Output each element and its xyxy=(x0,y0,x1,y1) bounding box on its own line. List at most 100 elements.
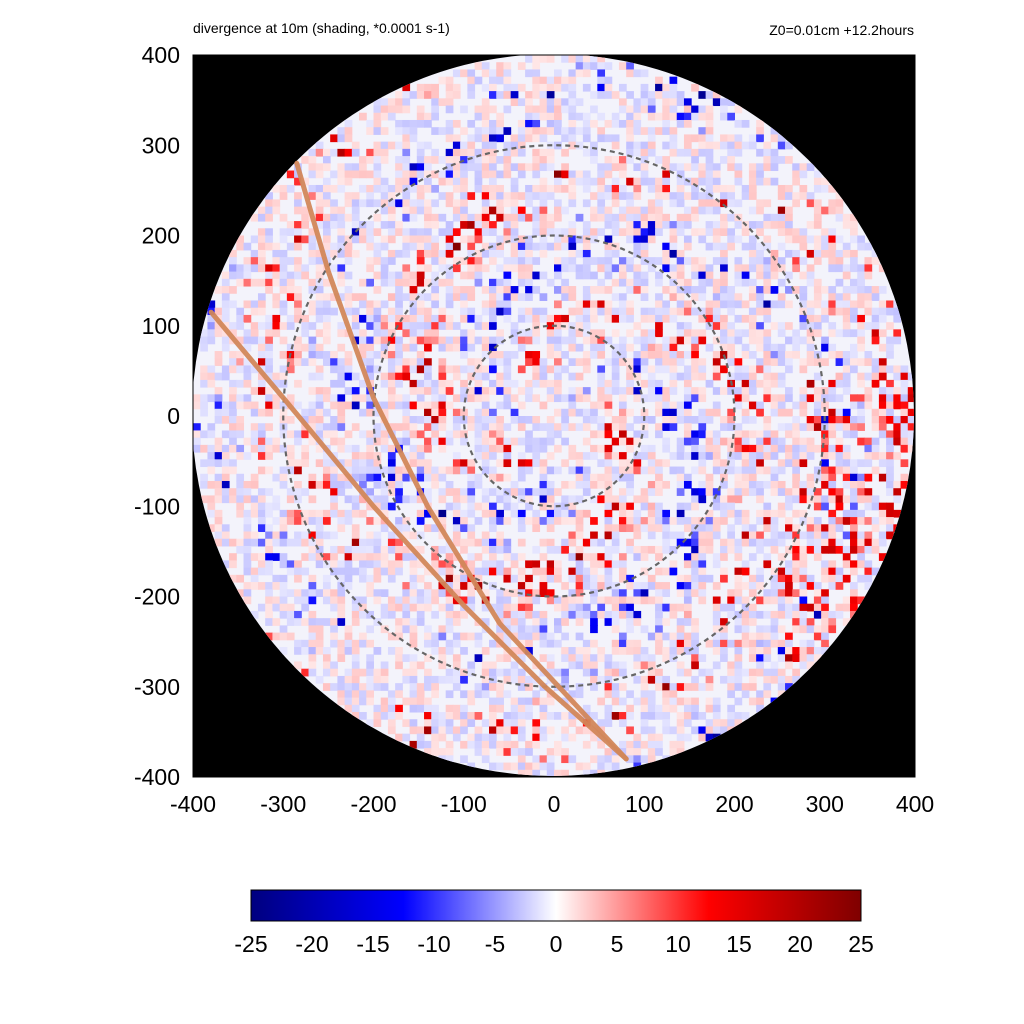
field-cell xyxy=(669,416,678,424)
field-cell xyxy=(351,603,360,612)
field-cell xyxy=(380,148,389,157)
field-cell xyxy=(517,242,526,251)
field-cell xyxy=(662,524,671,533)
field-cell xyxy=(618,257,627,265)
field-cell xyxy=(633,740,642,749)
field-cell xyxy=(734,119,743,128)
field-cell xyxy=(676,221,685,229)
field-cell xyxy=(438,444,447,453)
field-cell xyxy=(467,733,476,742)
field-cell xyxy=(777,488,786,496)
field-cell xyxy=(705,148,714,157)
field-cell xyxy=(611,545,620,554)
field-cell xyxy=(481,509,490,518)
field-cell xyxy=(344,683,353,691)
field-cell xyxy=(727,639,735,648)
field-cell xyxy=(756,401,764,410)
field-cell xyxy=(445,177,454,186)
field-cell xyxy=(734,574,743,583)
field-cell xyxy=(344,509,353,518)
field-cell xyxy=(662,675,671,684)
field-cell xyxy=(626,459,634,468)
field-cell xyxy=(532,156,541,164)
field-cell xyxy=(792,351,800,359)
field-cell xyxy=(445,249,454,258)
field-cell xyxy=(200,343,208,352)
field-cell xyxy=(243,567,252,576)
field-cell xyxy=(250,408,259,417)
field-cell xyxy=(792,618,800,626)
field-cell xyxy=(250,264,259,273)
field-cell xyxy=(474,213,483,222)
field-cell xyxy=(503,444,512,453)
field-cell xyxy=(806,538,815,547)
field-cell xyxy=(878,314,887,323)
field-cell xyxy=(597,473,606,482)
field-cell xyxy=(387,452,396,460)
field-cell xyxy=(387,712,396,720)
field-cell xyxy=(330,473,338,482)
field-cell xyxy=(575,690,584,699)
field-cell xyxy=(683,372,692,381)
field-cell xyxy=(272,394,281,403)
field-cell xyxy=(575,98,584,107)
field-cell xyxy=(395,127,403,135)
field-cell xyxy=(546,192,555,200)
field-cell xyxy=(452,430,461,439)
field-cell xyxy=(510,322,519,330)
field-cell xyxy=(582,351,591,359)
field-cell xyxy=(416,307,425,316)
field-cell xyxy=(893,509,902,518)
field-cell xyxy=(828,567,837,576)
field-cell xyxy=(683,105,692,114)
field-cell xyxy=(626,408,634,417)
field-cell xyxy=(525,119,533,128)
field-cell xyxy=(481,242,490,251)
field-cell xyxy=(496,683,504,691)
field-cell xyxy=(618,423,627,431)
field-cell xyxy=(481,156,490,164)
field-cell xyxy=(676,408,685,417)
field-cell xyxy=(532,148,541,157)
field-cell xyxy=(510,351,519,359)
field-cell xyxy=(640,524,649,533)
field-cell xyxy=(366,351,374,359)
field-cell xyxy=(416,517,425,525)
field-cell xyxy=(871,437,880,446)
field-cell xyxy=(568,105,577,114)
field-cell xyxy=(207,365,216,374)
field-cell xyxy=(828,480,837,489)
field-cell xyxy=(597,69,606,78)
field-cell xyxy=(460,177,468,186)
field-cell xyxy=(748,314,757,323)
field-cell xyxy=(568,192,577,200)
field-cell xyxy=(460,199,468,208)
field-cell xyxy=(748,459,757,468)
field-cell xyxy=(698,314,707,323)
field-cell xyxy=(676,726,685,735)
field-cell xyxy=(582,603,591,612)
field-cell xyxy=(590,257,598,265)
field-cell xyxy=(431,83,439,92)
field-cell xyxy=(626,603,634,612)
field-cell xyxy=(734,618,743,626)
field-cell xyxy=(878,452,887,460)
field-cell xyxy=(748,683,757,691)
field-cell xyxy=(308,184,317,193)
field-cell xyxy=(835,408,844,417)
field-cell xyxy=(727,387,735,395)
field-cell xyxy=(857,517,865,525)
field-cell xyxy=(272,473,281,482)
field-cell xyxy=(554,76,562,85)
field-cell xyxy=(741,690,750,699)
field-cell xyxy=(351,228,360,236)
field-cell xyxy=(510,712,519,720)
field-cell xyxy=(828,343,837,352)
field-cell xyxy=(756,134,764,143)
field-cell xyxy=(460,221,468,229)
field-cell xyxy=(503,156,512,164)
field-cell xyxy=(373,430,382,439)
field-cell xyxy=(315,192,324,200)
field-cell xyxy=(330,661,338,670)
field-cell xyxy=(662,184,671,193)
